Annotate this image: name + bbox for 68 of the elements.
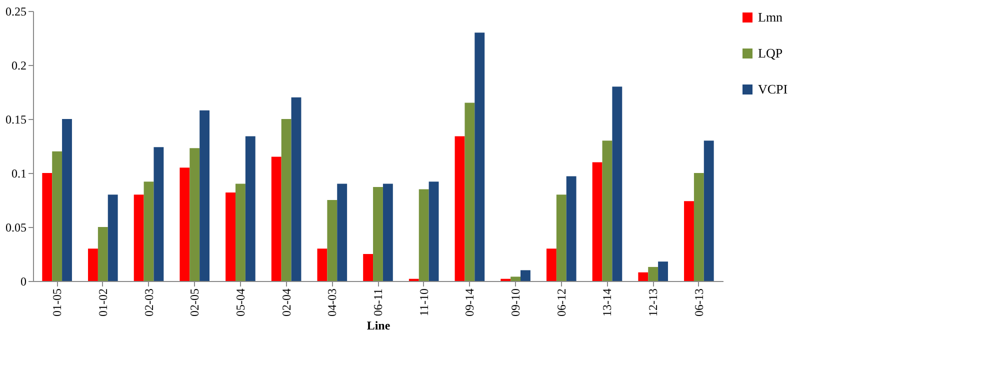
- bar: [418, 189, 429, 281]
- x-tick-label: 11-10: [416, 288, 431, 316]
- bar: [281, 119, 292, 281]
- x-tick-label: 02-04: [279, 288, 294, 316]
- bar: [684, 201, 694, 281]
- x-tick-label: 12-13: [646, 288, 660, 316]
- bar: [235, 184, 246, 281]
- bar: [42, 173, 52, 281]
- bar: [154, 147, 164, 281]
- x-tick-label: 06-13: [692, 288, 706, 316]
- x-tick-label: 13-14: [600, 288, 614, 316]
- bar: [428, 182, 439, 281]
- legend-label: LQP: [758, 46, 783, 60]
- bar: [52, 151, 62, 281]
- bar: [464, 102, 475, 281]
- bar: [327, 200, 338, 281]
- bar: [556, 194, 566, 281]
- bar: [520, 270, 530, 281]
- bar: [98, 227, 108, 281]
- x-tick-label: 02-03: [142, 288, 156, 316]
- bar: [134, 194, 144, 281]
- bar: [704, 140, 714, 281]
- x-axis-title: Line: [366, 318, 391, 332]
- x-tick-label: 05-04: [233, 288, 248, 316]
- bar: [612, 86, 622, 281]
- bar: [226, 192, 236, 281]
- x-tick-label: 01-02: [96, 288, 110, 316]
- x-tick-label: 06-11: [371, 288, 385, 316]
- bar: [592, 162, 602, 281]
- x-tick-label: 01-05: [50, 288, 64, 316]
- y-tick-label: 0.25: [6, 4, 26, 18]
- x-tick-label: 06-12: [554, 288, 568, 316]
- legend-label: Lmn: [758, 10, 784, 24]
- bar: [337, 184, 348, 281]
- bar: [694, 173, 704, 281]
- bar: [363, 254, 374, 281]
- bar: [454, 136, 465, 281]
- bar: [510, 276, 521, 281]
- y-tick-label: 0.15: [6, 112, 26, 126]
- bar: [190, 148, 200, 281]
- bar: [638, 272, 648, 281]
- bar: [200, 110, 210, 281]
- bar: [602, 140, 612, 281]
- bar: [108, 194, 118, 281]
- y-tick-label: 0.1: [12, 166, 26, 180]
- x-tick-label: 09-10: [508, 288, 523, 316]
- bar: [317, 248, 328, 281]
- bar: [373, 187, 383, 281]
- y-tick-label: 0: [20, 274, 26, 288]
- bar: [566, 176, 576, 281]
- bar: [658, 262, 668, 281]
- bar: [271, 156, 282, 281]
- y-tick-label: 0.05: [6, 220, 26, 234]
- bar: [62, 119, 72, 281]
- bar: [88, 248, 98, 281]
- x-tick-label: 04-03: [325, 288, 340, 316]
- bar: [648, 266, 658, 281]
- bar: [245, 136, 256, 281]
- y-tick-label: 0.2: [12, 58, 26, 72]
- bar: [474, 32, 485, 281]
- bar: [180, 168, 190, 281]
- bar: [382, 184, 393, 281]
- bar: [546, 248, 556, 281]
- legend-label: VCPI: [758, 82, 788, 96]
- bar: [144, 182, 154, 281]
- x-tick-label: 02-05: [188, 288, 202, 316]
- bar: [291, 97, 302, 281]
- x-tick-label: 09-14: [462, 288, 477, 316]
